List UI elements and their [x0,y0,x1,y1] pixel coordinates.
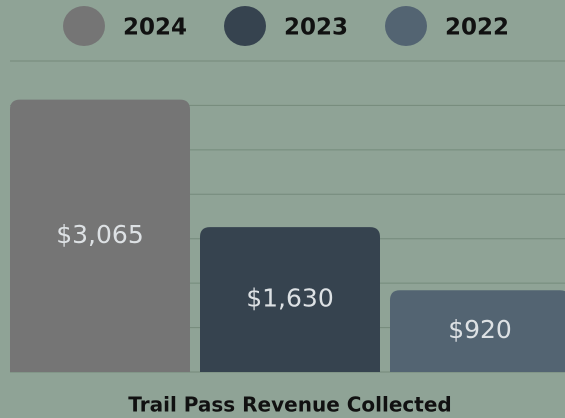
legend-swatch [385,6,427,46]
legend-swatch [63,6,105,46]
legend-swatch [224,6,266,46]
chart-title: Trail Pass Revenue Collected [128,393,451,417]
value-label: $920 [448,315,512,344]
legend-label: 2022 [445,15,509,41]
value-label: $1,630 [246,284,333,313]
bar [10,99,190,372]
value-label: $3,065 [56,220,143,249]
legend-label: 2024 [123,15,187,41]
bar [390,290,565,372]
bar [200,227,380,372]
legend-label: 2023 [284,15,348,41]
